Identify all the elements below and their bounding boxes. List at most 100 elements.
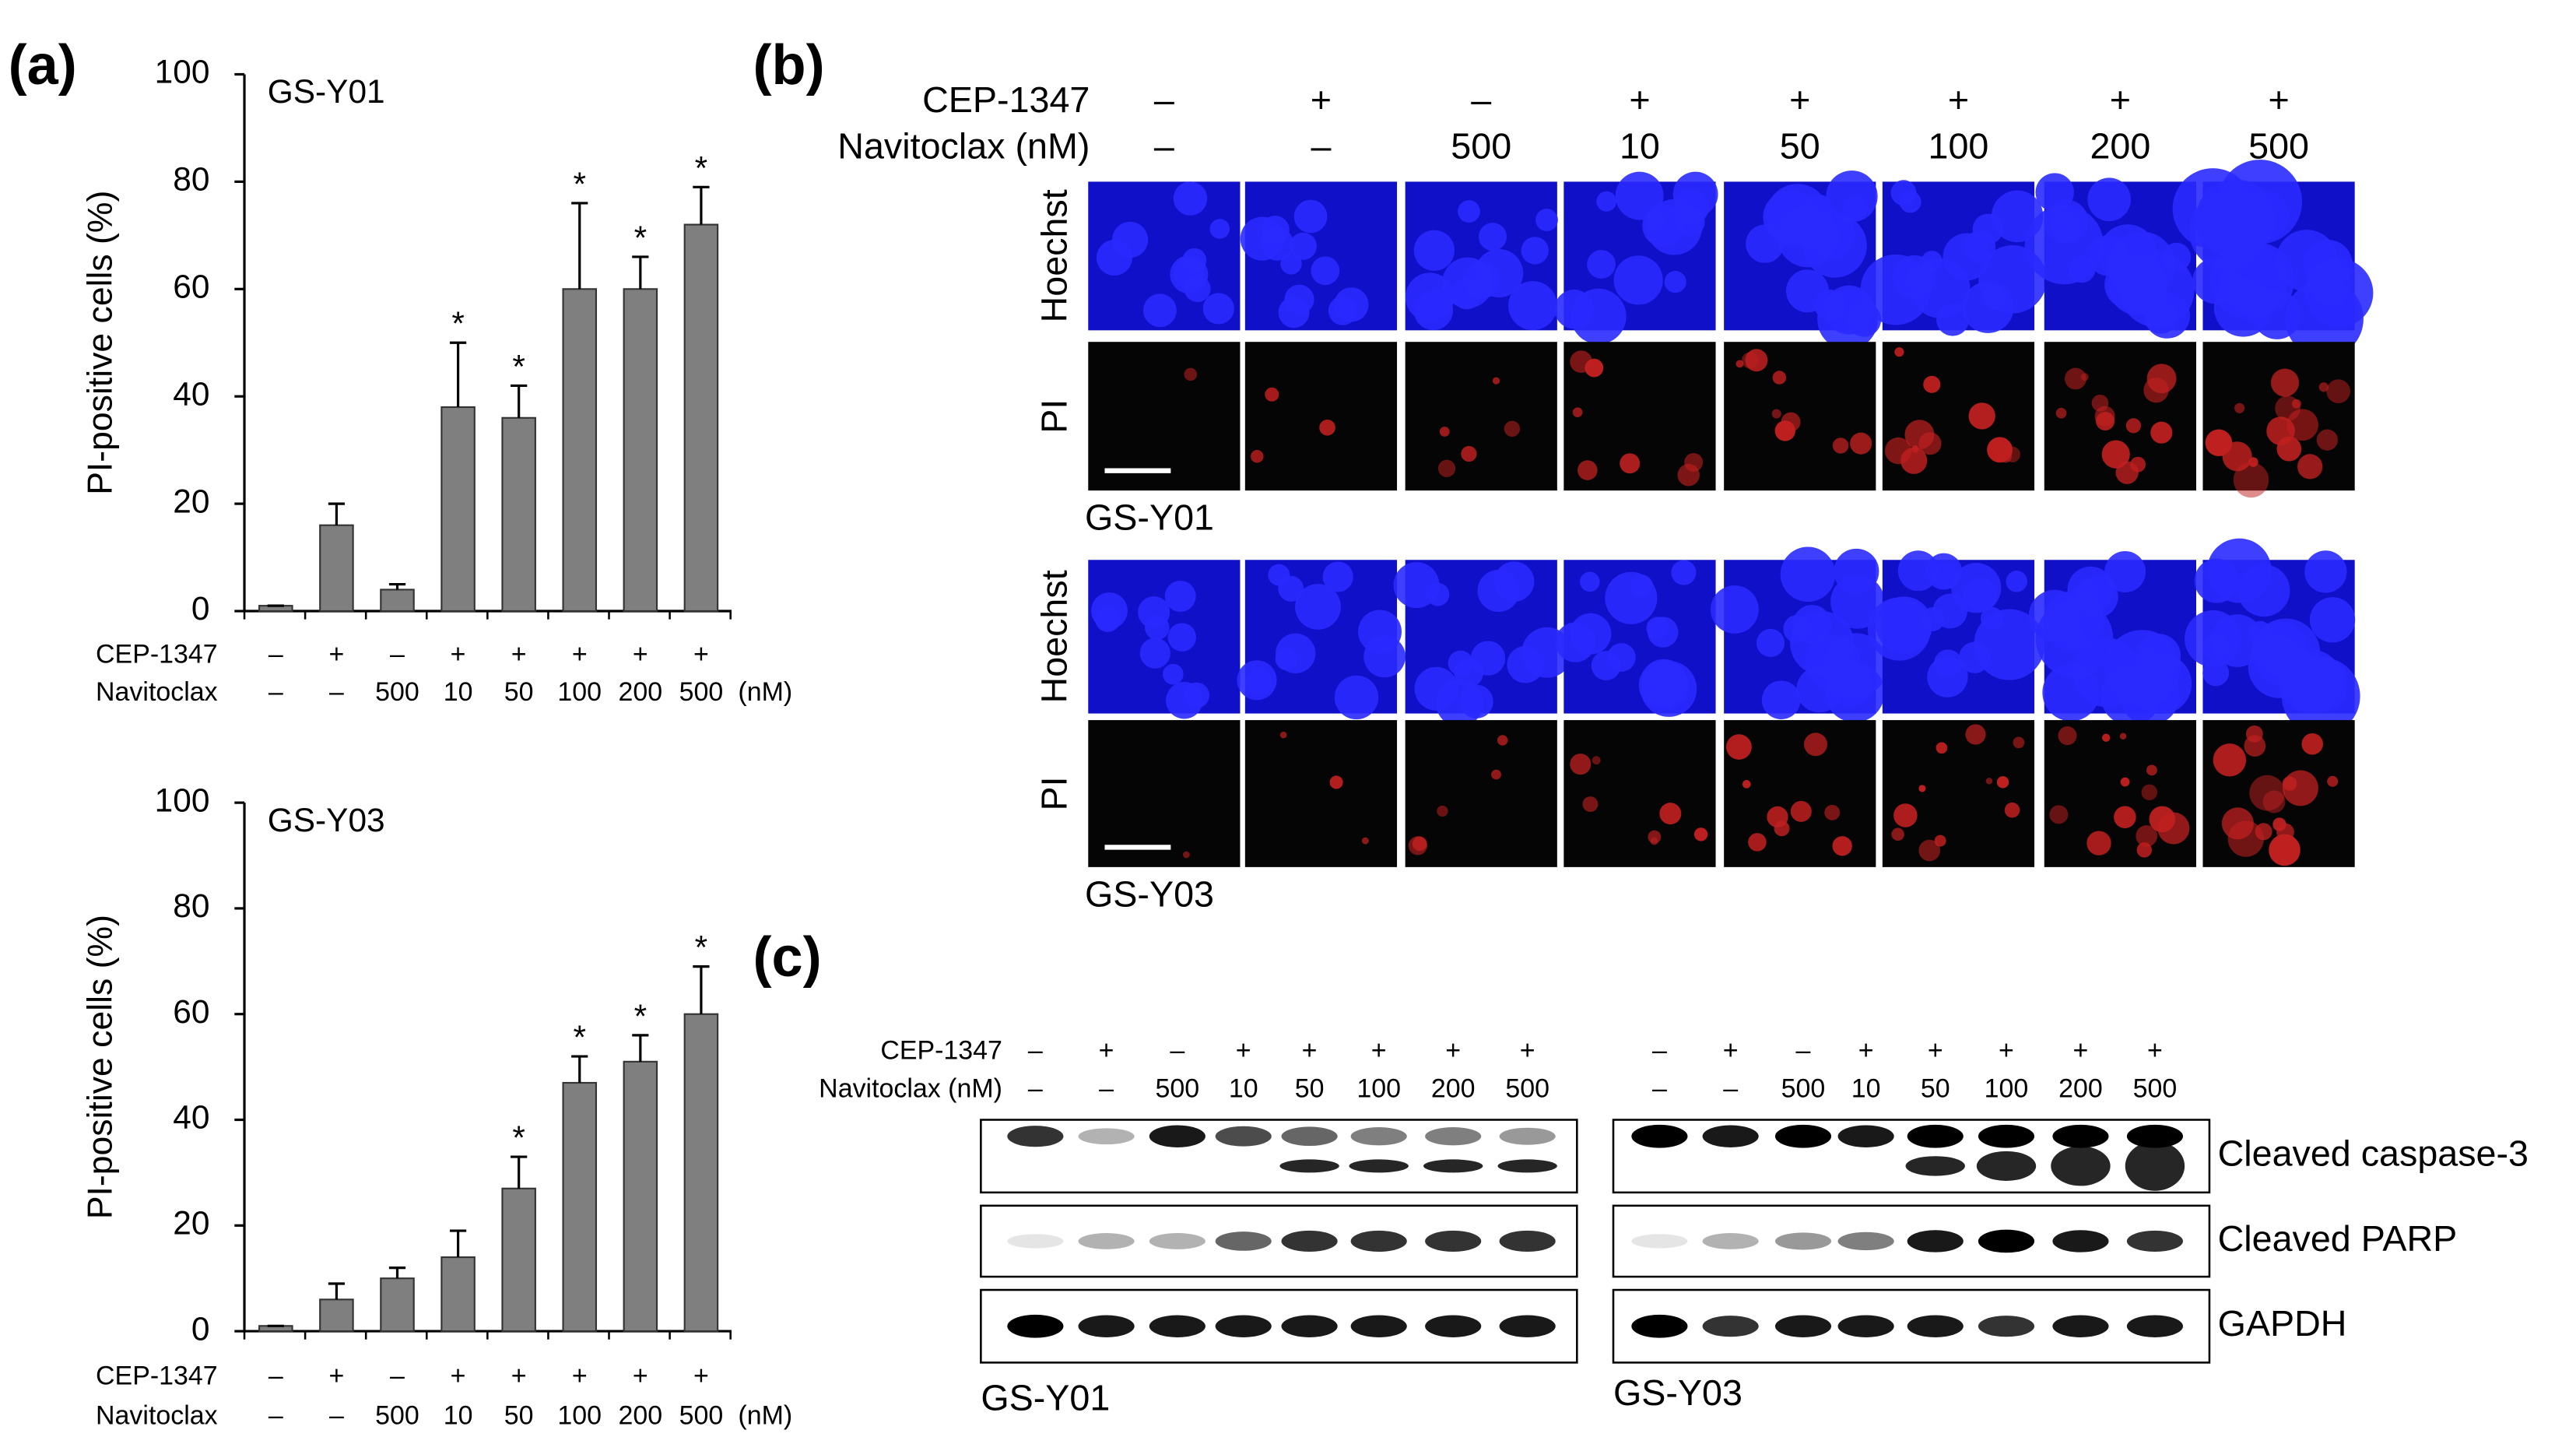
band	[1078, 1315, 1135, 1337]
cell	[1139, 638, 1170, 669]
cell	[2318, 382, 2329, 392]
condition: +	[511, 1361, 527, 1390]
image-bg	[1088, 720, 1241, 867]
condition: 500	[375, 677, 419, 707]
micrograph	[2044, 720, 2196, 867]
condition: –	[329, 1400, 344, 1430]
cell	[1965, 724, 1986, 745]
condition: –	[1652, 1073, 1667, 1103]
condition: –	[1154, 125, 1174, 166]
band	[1281, 1126, 1338, 1147]
cell-line-label: GS-Y01	[981, 1378, 1110, 1418]
cell	[1693, 827, 1708, 841]
condition: 500	[375, 1400, 419, 1430]
condition: 500	[679, 677, 724, 707]
condition: +	[2268, 79, 2289, 120]
cell	[1413, 290, 1454, 330]
condition: +	[633, 639, 648, 669]
band	[1978, 1316, 2035, 1337]
cell	[1726, 734, 1752, 760]
cell	[2101, 440, 2130, 469]
error-bar	[449, 1229, 467, 1258]
panel-label: (a)	[9, 34, 77, 97]
significance: *	[634, 998, 648, 1035]
micrograph	[2172, 160, 2374, 358]
image-bg	[1563, 720, 1716, 867]
cell	[1289, 232, 1317, 260]
condition: +	[1928, 1035, 1943, 1065]
band	[1350, 1127, 1407, 1146]
y-tick-label: 40	[173, 1099, 209, 1136]
band	[1907, 1230, 1964, 1253]
band	[2052, 1124, 2109, 1148]
significance: *	[512, 1119, 525, 1156]
condition: +	[1789, 79, 1810, 120]
band	[1425, 1315, 1482, 1337]
band	[1774, 1315, 1832, 1337]
y-tick-label: 100	[155, 782, 210, 818]
cell	[2086, 831, 2111, 856]
blot	[980, 1119, 1578, 1194]
cell	[1096, 240, 1132, 276]
cell	[1251, 450, 1264, 463]
cell	[2262, 790, 2286, 813]
cell	[1772, 371, 1787, 385]
condition: –	[268, 639, 283, 669]
cell	[2192, 258, 2239, 304]
cell	[2064, 367, 2086, 390]
cell	[1591, 651, 1621, 680]
cell	[1832, 437, 1849, 454]
cell	[1167, 623, 1197, 652]
micrograph	[1393, 560, 1573, 727]
bar	[623, 1060, 658, 1333]
micrograph	[1088, 560, 1241, 719]
micrograph	[1405, 181, 1558, 331]
error-bar	[571, 1055, 588, 1083]
cell	[1664, 271, 1686, 293]
cell	[1295, 584, 1341, 630]
band	[2051, 1146, 2111, 1186]
y-tick-label: 0	[191, 590, 210, 627]
y-tick-label: 40	[173, 375, 209, 412]
unit-label: (nM)	[738, 677, 792, 707]
cell	[1142, 293, 1177, 328]
cell	[1334, 675, 1379, 720]
channel-label: PI	[1034, 399, 1074, 434]
error-bar	[449, 341, 467, 407]
micrograph	[1860, 180, 2047, 336]
blot	[1612, 1119, 2211, 1194]
row-label: Navitoclax	[96, 1400, 218, 1430]
image-bg	[1244, 342, 1398, 491]
micrograph	[1088, 181, 1241, 331]
band	[1837, 1315, 1894, 1337]
condition: 200	[2058, 1073, 2103, 1103]
cell	[2248, 635, 2311, 698]
y-tick-label: 60	[173, 993, 209, 1030]
band	[1215, 1126, 1272, 1147]
cell	[1492, 377, 1500, 385]
cell	[1202, 293, 1234, 325]
micrograph	[1563, 342, 1716, 491]
cell	[1900, 447, 1928, 474]
cell	[2297, 454, 2323, 480]
cell	[2213, 743, 2247, 777]
error-bar	[693, 965, 710, 1014]
cell	[2203, 634, 2230, 661]
cell	[1905, 265, 1933, 293]
cell	[1448, 650, 1473, 676]
cell	[2130, 456, 2146, 473]
condition: –	[1170, 1035, 1184, 1065]
micrograph	[1405, 342, 1557, 491]
cell	[1890, 180, 1917, 206]
condition: 10	[1620, 125, 1660, 166]
cell	[1824, 804, 1841, 820]
micrograph	[1882, 342, 2035, 491]
cell	[1328, 296, 1357, 325]
condition: 10	[1229, 1073, 1258, 1103]
row-label: CEP-1347	[96, 1361, 218, 1390]
band	[1078, 1233, 1135, 1249]
band	[1215, 1315, 1272, 1337]
cell	[2104, 550, 2146, 592]
condition: +	[511, 639, 527, 669]
